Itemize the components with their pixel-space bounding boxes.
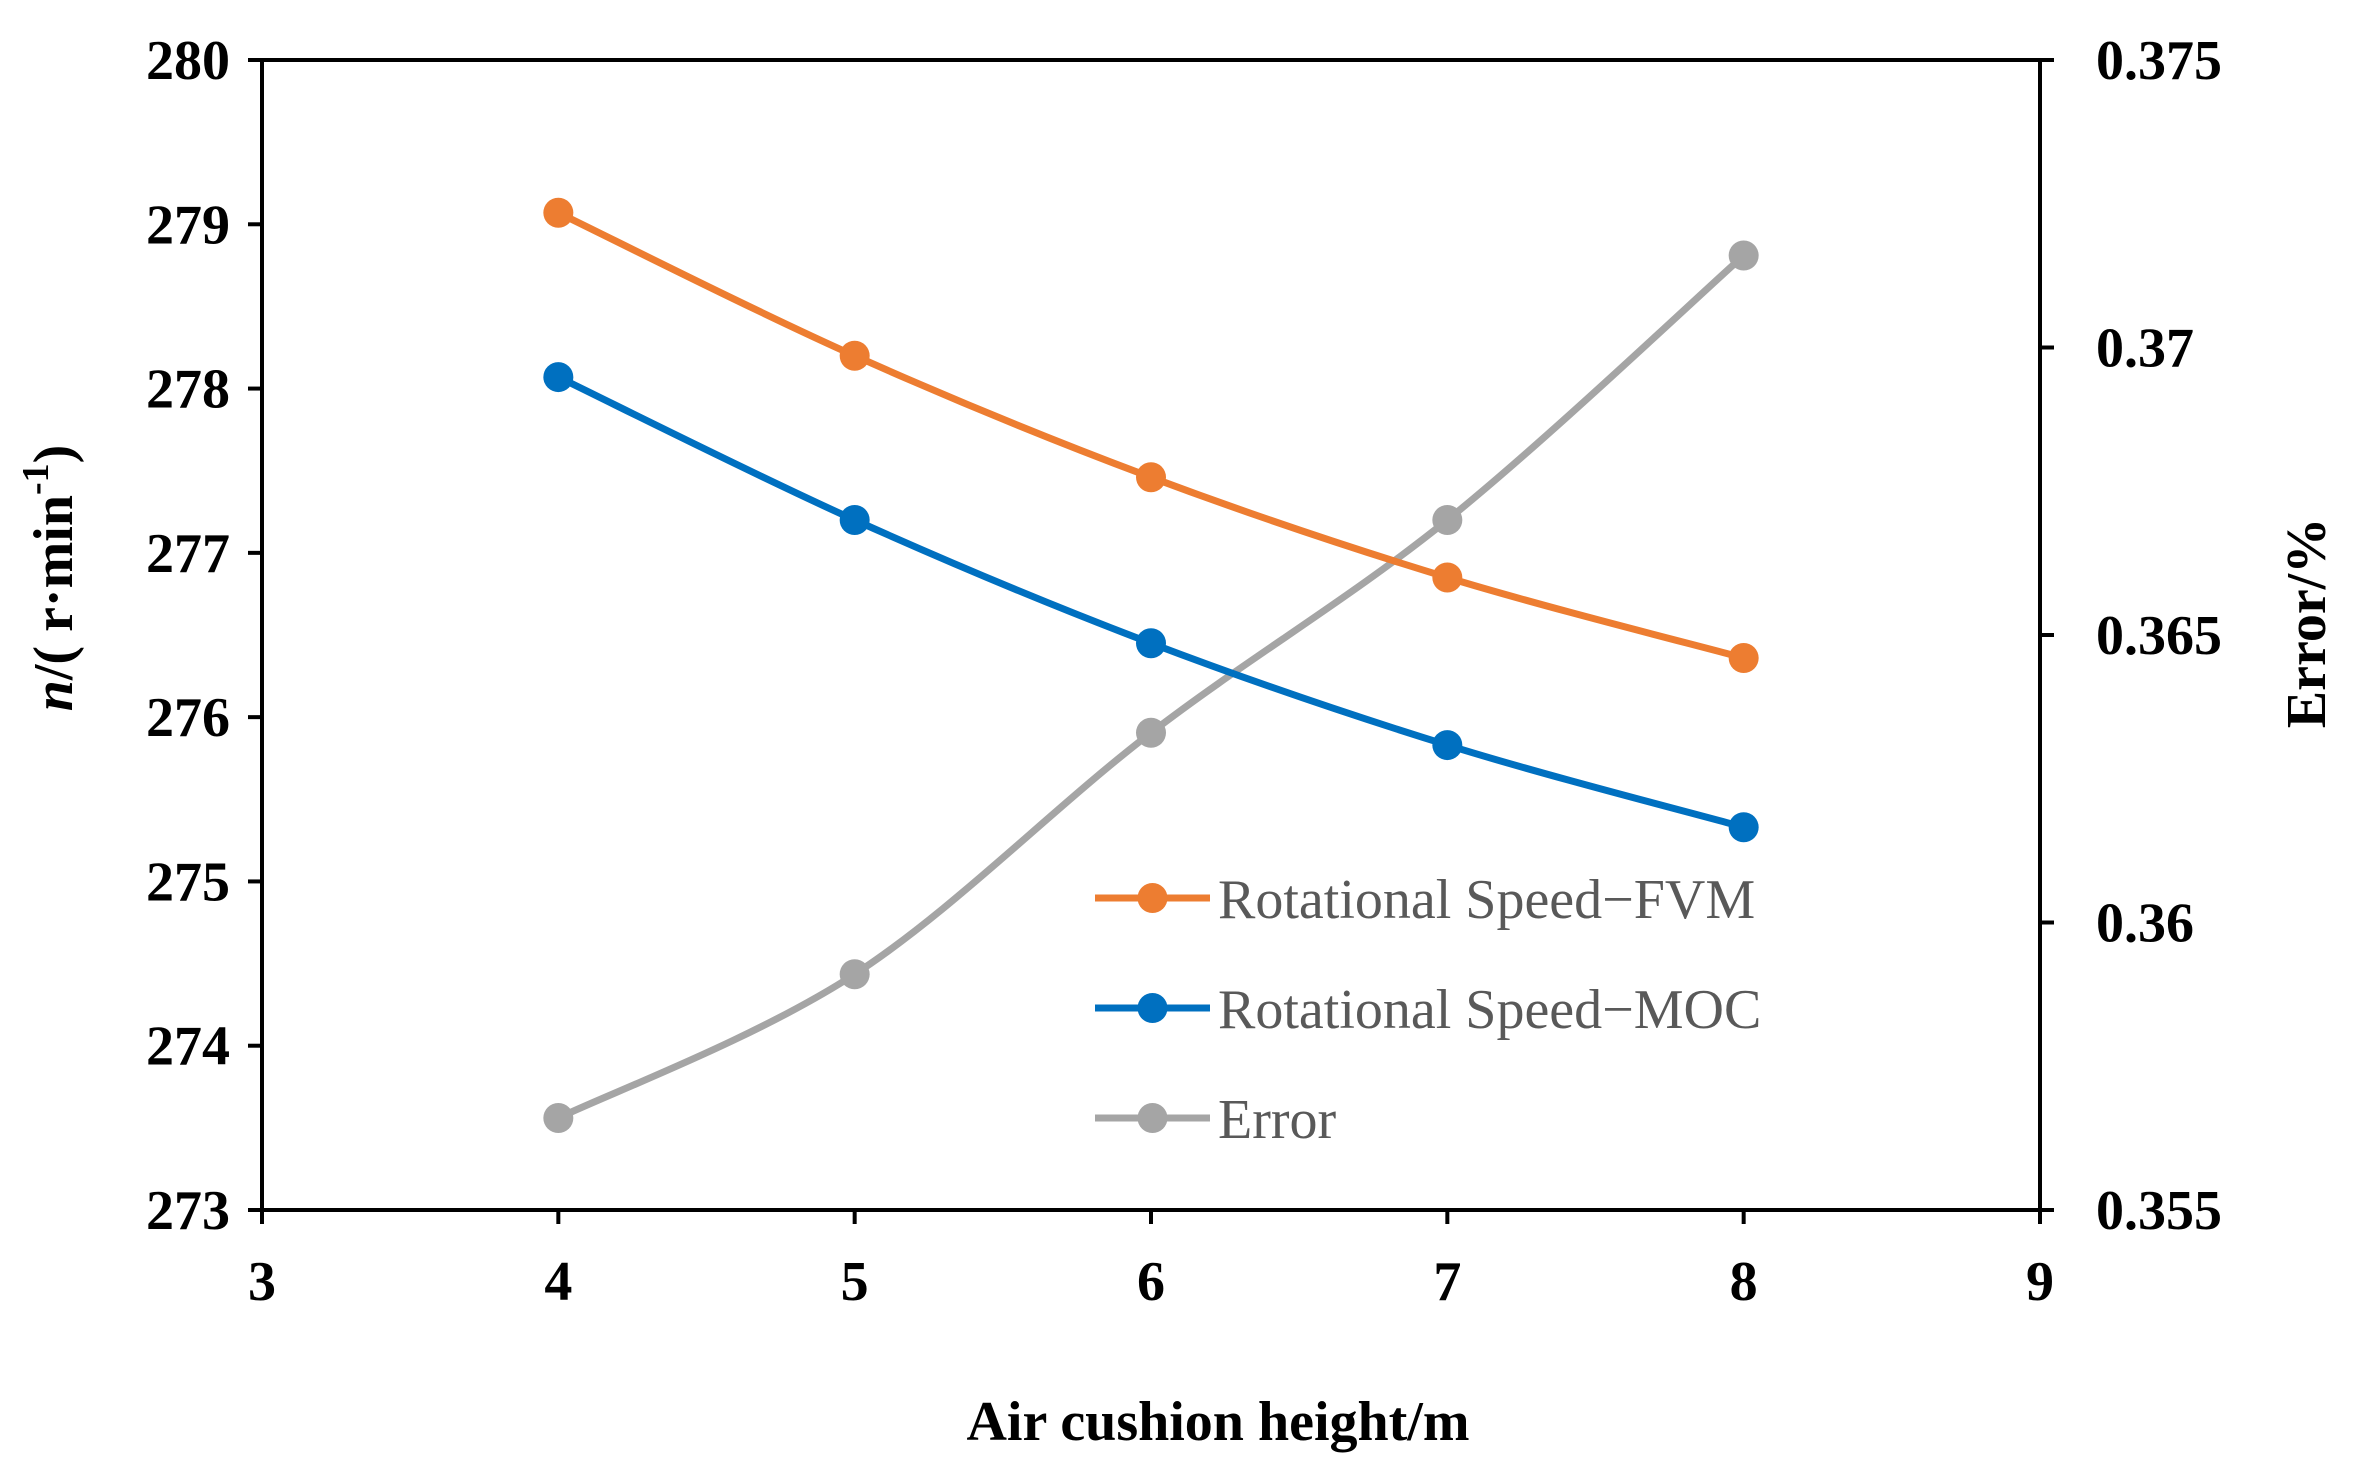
x-tick-label: 3 — [248, 1251, 276, 1313]
data-point — [1728, 812, 1759, 843]
x-tick-label: 7 — [1433, 1251, 1461, 1313]
data-point — [1728, 643, 1759, 673]
data-point — [839, 959, 870, 990]
legend-entry: Rotational Speed−FVM — [1095, 869, 1755, 931]
y-axis-left-title-exponent: -1 — [15, 463, 57, 495]
data-point — [1432, 505, 1463, 535]
y-axis-left-title-close: ) — [23, 445, 85, 464]
x-axis-title: Air cushion height/m — [966, 1391, 1469, 1453]
data-point — [543, 362, 574, 393]
data-point — [543, 197, 574, 228]
data-point — [839, 505, 870, 535]
x-tick-label: 9 — [2026, 1251, 2054, 1313]
y-left-tick-label: 273 — [146, 1180, 230, 1242]
y-left-tick-label: 279 — [146, 194, 230, 256]
y-axis-right-title: Error/% — [2276, 518, 2338, 728]
data-point — [1136, 717, 1166, 748]
series-line — [556, 373, 1745, 831]
legend-entry: Error — [1095, 1089, 1337, 1151]
data-point — [1136, 628, 1166, 659]
y-left-tick-label: 276 — [146, 687, 230, 749]
x-tick-label: 5 — [841, 1251, 869, 1313]
series-rotational-speed-fvm — [543, 197, 1759, 673]
y-axis-left-title-units: /( r·min — [23, 495, 85, 681]
legend-marker — [1137, 883, 1168, 913]
y-right-tick-label: 0.375 — [2096, 30, 2222, 92]
y-right-tick-label: 0.365 — [2096, 605, 2222, 667]
axes-layer: 3 4 5 6 7 8 9 273 274 275 276 277 278 279 280 0.355 0.36… — [146, 30, 2222, 1313]
series-error — [543, 240, 1759, 1133]
series-line — [556, 209, 1745, 662]
series-layer — [543, 197, 1759, 1133]
data-point — [543, 1103, 574, 1133]
legend-label: Rotational Speed−FVM — [1218, 869, 1755, 931]
y-right-tick-label: 0.37 — [2096, 318, 2194, 380]
y-right-tick-label: 0.36 — [2096, 893, 2194, 955]
y-left-tick-label: 277 — [146, 523, 230, 585]
legend-entry: Rotational Speed−MOC — [1095, 979, 1761, 1041]
x-tick-label: 8 — [1730, 1251, 1758, 1313]
x-tick-label: 4 — [544, 1251, 572, 1313]
legend-marker — [1137, 1103, 1168, 1133]
y-axis-left-title-variable: n — [23, 680, 85, 711]
y-axis-left-title: n/( r·min-1) — [15, 445, 85, 712]
legend: Rotational Speed−FVM Rotational Speed−MOC… — [1095, 869, 1761, 1151]
legend-marker — [1137, 993, 1168, 1023]
y-left-tick-label: 280 — [146, 30, 230, 92]
legend-label: Error — [1218, 1089, 1337, 1151]
y-right-tick-label: 0.355 — [2096, 1180, 2222, 1242]
data-point — [1432, 562, 1463, 593]
y-left-tick-label: 274 — [146, 1016, 230, 1078]
series-rotational-speed-moc — [543, 362, 1759, 843]
legend-label: Rotational Speed−MOC — [1218, 979, 1761, 1041]
data-point — [1728, 240, 1759, 271]
data-point — [839, 340, 870, 371]
data-point — [1136, 462, 1166, 493]
y-left-tick-label: 275 — [146, 851, 230, 913]
x-tick-label: 6 — [1137, 1251, 1165, 1313]
data-point — [1432, 730, 1463, 761]
y-left-tick-label: 278 — [146, 359, 230, 421]
